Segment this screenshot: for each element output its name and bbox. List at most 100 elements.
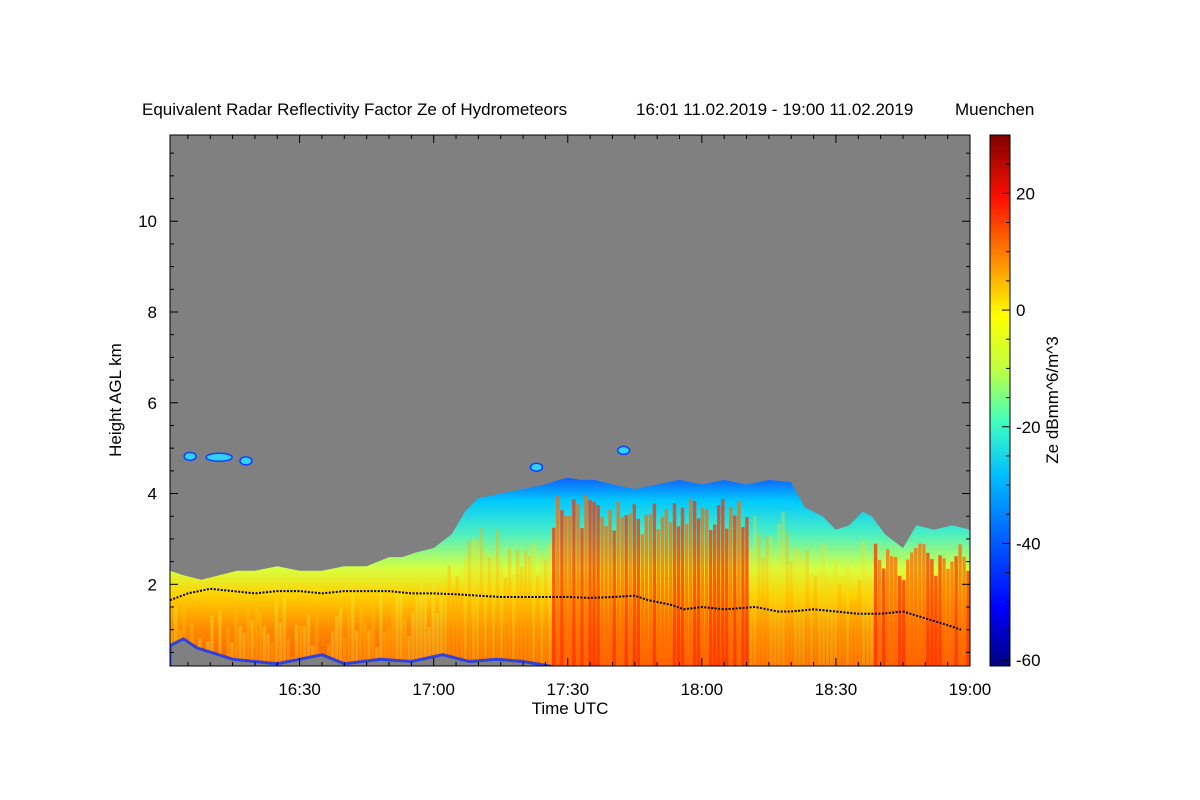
fall-streak: [684, 523, 689, 666]
fall-streak: [479, 526, 484, 666]
y-axis: 2 4 6 8 10: [138, 152, 970, 653]
fall-streak: [519, 566, 524, 666]
chart-time-span: 16:01 11.02.2019 - 19:00 11.02.2019: [636, 100, 913, 119]
fall-streak: [841, 616, 846, 666]
colorbar-label: Ze dBmm^6/m^3: [1043, 336, 1062, 463]
fall-streak: [769, 535, 773, 666]
fall-streak: [729, 506, 733, 666]
fall-streak: [234, 609, 238, 666]
fall-streak: [254, 603, 258, 666]
fall-streak: [238, 626, 242, 666]
y-tick-label: 8: [148, 303, 157, 322]
fall-streak: [326, 644, 331, 666]
fall-streak: [351, 593, 355, 666]
fall-streak: [709, 530, 713, 666]
fall-streak: [459, 593, 463, 666]
fall-streak: [367, 630, 371, 666]
fall-streak: [636, 518, 640, 666]
fall-streak: [882, 568, 886, 666]
chart-title: Equivalent Radar Reflectivity Factor Ze …: [142, 100, 567, 119]
fall-streak: [564, 516, 568, 666]
fall-streak: [403, 618, 407, 666]
elevated-echo-patch: [183, 451, 197, 462]
fall-streak: [821, 543, 825, 666]
fall-streak: [781, 511, 785, 666]
fall-streak: [302, 626, 307, 666]
fall-streak: [713, 524, 717, 666]
fall-streak: [439, 596, 443, 666]
fall-streak: [833, 560, 838, 666]
fall-streak: [375, 646, 379, 666]
fall-streak: [705, 509, 709, 666]
fall-streak: [886, 549, 890, 666]
x-tick-label: 16:30: [278, 680, 321, 699]
fall-streak: [230, 642, 234, 666]
fall-streak: [725, 528, 729, 666]
fall-streak: [540, 554, 544, 666]
x-tick-label: 18:00: [681, 680, 724, 699]
colorbar-tick-label: 0: [1016, 301, 1025, 320]
fall-streak: [511, 574, 516, 666]
fall-streak: [379, 589, 383, 666]
y-tick-label: 4: [148, 485, 157, 504]
reflectivity-field: [170, 445, 970, 666]
fall-streak: [383, 631, 387, 666]
fall-streak: [817, 572, 821, 666]
fall-streak: [922, 544, 926, 666]
fall-streak: [294, 624, 299, 666]
fall-streak: [210, 615, 214, 666]
fall-streak: [298, 625, 303, 666]
fall-streak: [560, 510, 564, 666]
fall-streak: [612, 530, 616, 666]
surface-gap-edge: [170, 637, 552, 666]
elevated-echo-patch: [529, 462, 544, 472]
chart-location: Muenchen: [955, 100, 1034, 119]
fall-streak: [845, 564, 850, 666]
fall-streak: [809, 573, 813, 666]
fall-streaks: [170, 494, 970, 666]
fall-streak: [532, 542, 536, 666]
fall-streak: [270, 643, 274, 666]
fall-streak: [363, 622, 367, 666]
fall-streak: [359, 599, 363, 666]
fall-streak: [174, 606, 178, 666]
fall-streak: [608, 509, 612, 666]
fall-streak: [588, 500, 592, 666]
colorbar: [990, 135, 1010, 666]
fall-streak: [624, 515, 628, 666]
fall-streak: [282, 597, 286, 666]
fall-streak: [258, 612, 262, 666]
fall-streak: [604, 526, 608, 666]
fall-streak: [584, 494, 588, 666]
fall-streak: [628, 513, 632, 666]
y-axis-label: Height AGL km: [106, 343, 125, 457]
fall-streak: [930, 559, 934, 666]
fall-streak: [423, 592, 427, 666]
colorbar-tick-label: -20: [1016, 418, 1041, 437]
fall-streak: [262, 626, 266, 666]
fall-streak: [491, 556, 496, 666]
x-tick-label: 19:00: [949, 680, 992, 699]
fall-streak: [837, 584, 842, 666]
fall-streak: [596, 505, 600, 666]
x-tick-label: 18:30: [815, 680, 858, 699]
fall-streak: [218, 610, 222, 666]
fall-streak: [471, 537, 476, 666]
fall-streak: [592, 502, 596, 666]
fall-streak: [355, 630, 359, 666]
fall-streak: [343, 637, 347, 666]
fall-streak: [568, 515, 572, 666]
colorbar-frame: [989, 134, 1011, 667]
fall-streak: [869, 582, 874, 666]
fall-streak: [274, 602, 278, 666]
fall-streak: [483, 552, 488, 666]
fall-streak: [950, 561, 954, 666]
x-axis: 16:30 17:00 17:30 18:00 18:30 19:00: [187, 135, 992, 699]
fall-streak: [431, 586, 435, 666]
fall-streak: [849, 605, 854, 666]
fall-streak: [813, 576, 817, 666]
fall-streak: [306, 614, 311, 666]
fall-streak: [664, 509, 669, 666]
fall-streak: [785, 530, 789, 666]
colorbar-tick-label: -60: [1016, 651, 1041, 670]
